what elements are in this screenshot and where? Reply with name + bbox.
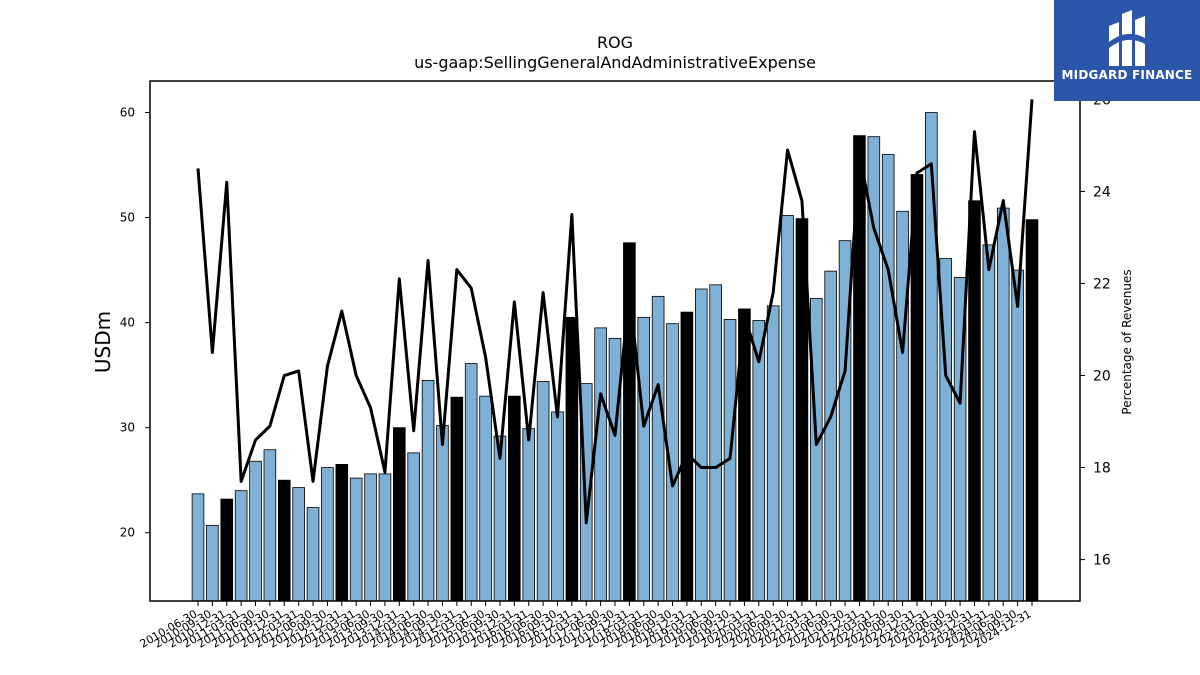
bar-2011-12-31 (277, 479, 291, 602)
y2-tick-label-20: 20 (1093, 369, 1111, 385)
bar-2013-09-30 (378, 473, 392, 602)
bar-2020-09-30 (781, 215, 794, 602)
bar-2022-09-30 (896, 210, 909, 602)
bar-2011-09-30 (263, 449, 277, 602)
y-axis-label: USDm (91, 311, 115, 373)
bar-2019-03-31 (694, 288, 708, 602)
bar-2011-06-30 (249, 460, 262, 602)
bar-2014-06-30 (421, 379, 435, 602)
bar-2012-06-30 (306, 507, 320, 602)
y2-tick-label-18: 18 (1093, 461, 1111, 477)
logo-text: MIDGARD FINANCE (1061, 68, 1193, 82)
y-tick-label-60: 60 (120, 106, 135, 120)
bar-2016-06-30 (536, 381, 550, 602)
bar-2021-06-30 (824, 270, 837, 602)
bar-2024-03-31 (982, 244, 996, 602)
bar-2018-06-30 (651, 295, 665, 602)
bar-2013-03-31 (349, 477, 363, 602)
midgard-m-icon (1109, 10, 1145, 66)
bar-2021-03-31 (810, 298, 823, 602)
bar-2014-09-30 (436, 425, 449, 602)
bar-2016-09-30 (551, 411, 564, 602)
bar-2024-06-30 (996, 207, 1010, 602)
bar-2011-03-31 (234, 490, 248, 602)
bar-2017-09-30 (608, 337, 622, 602)
bar-2012-09-30 (321, 467, 334, 602)
line-layer (196, 99, 1034, 525)
bar-2014-12-31 (450, 396, 464, 602)
y2-tick-label-16: 16 (1093, 553, 1111, 569)
y-axis-right: 161820222426 (1080, 92, 1111, 569)
bars-group (191, 112, 1039, 602)
bar-2024-09-30 (1011, 269, 1024, 602)
bar-2013-12-31 (393, 427, 406, 602)
bar-2012-03-31 (292, 487, 305, 602)
bar-2010-12-31 (220, 498, 234, 602)
bar-2013-06-30 (364, 473, 377, 602)
bar-2015-09-30 (493, 435, 507, 602)
bar-2019-06-30 (709, 284, 722, 602)
bar-2018-03-31 (637, 316, 651, 602)
bar-2016-03-31 (522, 428, 536, 602)
y-axis-left: 20 30 40 50 60 (120, 106, 150, 540)
y-tick-label-50: 50 (120, 211, 135, 225)
percentage-line (196, 99, 1034, 525)
bar-2015-12-31 (508, 395, 521, 602)
bar-2015-03-31 (464, 363, 478, 602)
bar-2014-03-31 (407, 452, 420, 602)
y-tick-label-20: 20 (120, 526, 135, 540)
y-tick-label-40: 40 (120, 316, 135, 330)
bar-2024-12-31 (1025, 219, 1039, 602)
bar-2010-06-30 (191, 493, 205, 602)
bar-2023-12-31 (968, 200, 981, 602)
y2-tick-label-24: 24 (1093, 184, 1111, 200)
y-tick-label-30: 30 (120, 421, 135, 435)
bar-2016-12-31 (565, 316, 579, 602)
bar-2020-06-30 (766, 305, 780, 602)
bar-2012-12-31 (335, 464, 349, 602)
y2-tick-label-22: 22 (1093, 276, 1111, 292)
x-axis: 2010-06-302010-09-302010-12-312011-03-31… (138, 601, 1034, 651)
bar-2022-06-30 (881, 154, 895, 602)
bar-2015-06-30 (479, 395, 492, 602)
bar-2010-09-30 (206, 524, 219, 602)
chart-title: ROG (597, 33, 633, 52)
bar-2017-06-30 (594, 327, 607, 602)
chart-subtitle: us-gaap:SellingGeneralAndAdministrativeE… (414, 53, 816, 72)
brand-logo: MIDGARD FINANCE (1054, 0, 1200, 101)
y2-axis-label: Percentage of Revenues (1120, 269, 1134, 414)
